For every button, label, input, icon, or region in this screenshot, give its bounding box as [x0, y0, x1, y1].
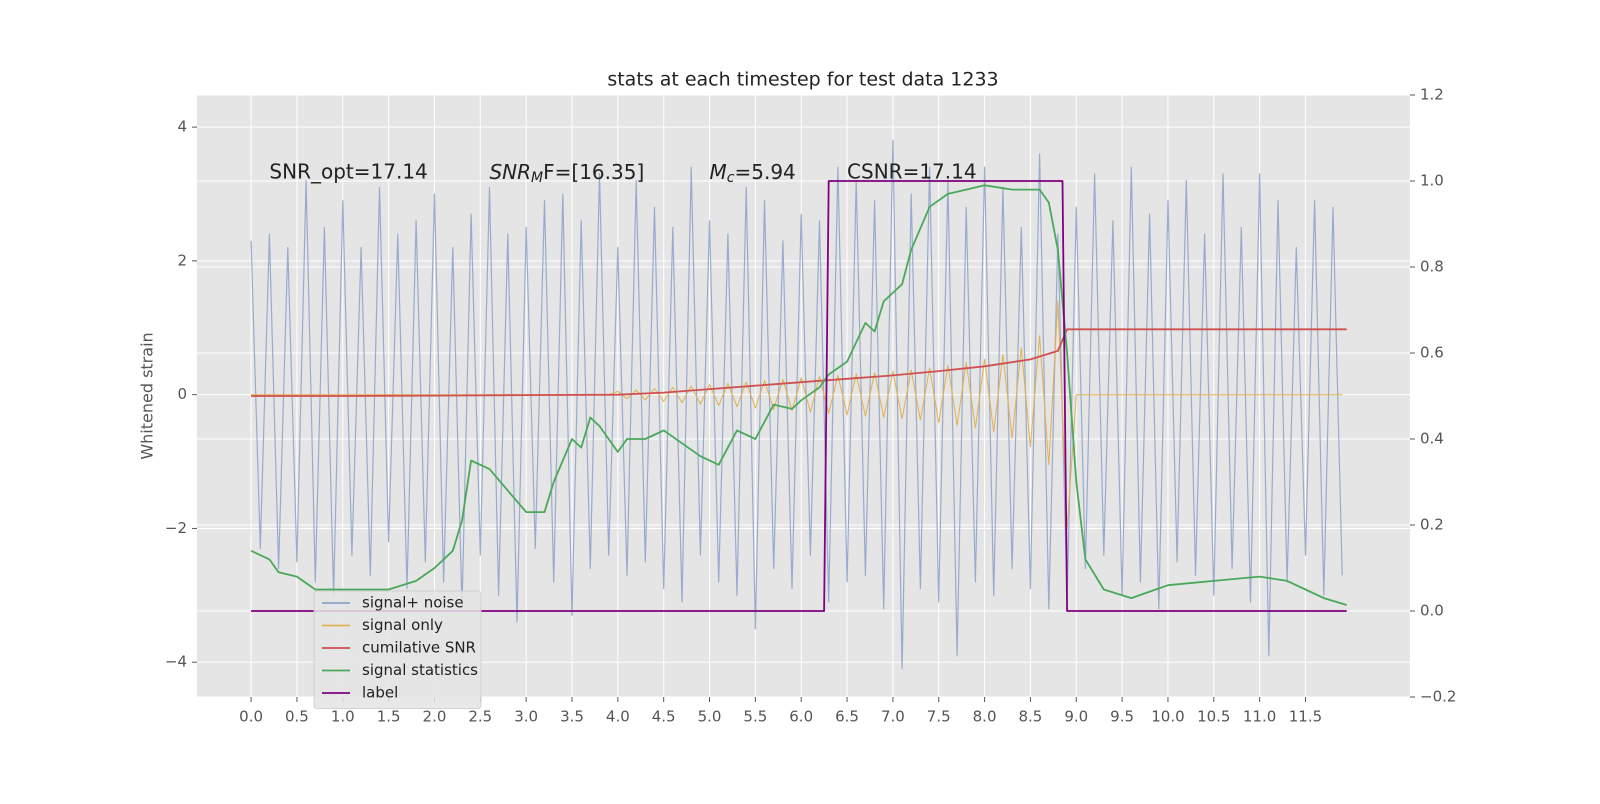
y2-tick-label: 1.0 [1420, 172, 1444, 190]
y2-tick-label: 0.2 [1420, 516, 1444, 534]
x-tick-label: 3.5 [560, 708, 584, 726]
y-tick-label: 0 [177, 385, 187, 403]
y2-tick-label: 0.6 [1420, 344, 1444, 362]
annotation: SNRMF=[16.35] [489, 160, 644, 187]
x-tick-label: 0.0 [239, 708, 263, 726]
annotation-rest: F=[16.35] [543, 160, 644, 184]
y2-tick-label: −0.2 [1420, 688, 1456, 706]
marks [250, 139, 1347, 670]
y-axis-label: Whitened strain [138, 332, 157, 459]
x-tick-label: 10.5 [1197, 708, 1230, 726]
legend-label: signal only [362, 616, 443, 634]
y-tick-label: −4 [165, 653, 187, 671]
chart-title: stats at each timestep for test data 123… [607, 69, 998, 91]
x-tick-label: 11.0 [1243, 708, 1276, 726]
x-tick-label: 7.5 [927, 708, 951, 726]
x-tick-label: 6.0 [789, 708, 813, 726]
x-tick-label: 8.5 [1018, 708, 1042, 726]
x-tick-label: 10.0 [1151, 708, 1184, 726]
x-tick-label: 5.0 [698, 708, 722, 726]
x-tick-label: 6.5 [835, 708, 859, 726]
x-tick-label: 0.5 [285, 708, 309, 726]
x-tick-label: 9.0 [1064, 708, 1088, 726]
y-tick-label: 4 [177, 118, 187, 136]
x-tick-label: 4.0 [606, 708, 630, 726]
annotation-main: SNR [489, 160, 531, 184]
y2-tick-label: 0.4 [1420, 430, 1444, 448]
axes: 0.0 0.5 1.0 1.5 2.0 2.5 3.0 3.5 4.0 4.5 5.0 5.5 6.0 6… [165, 86, 1457, 726]
annotation-sub: M [531, 170, 543, 186]
annotation: SNR_opt=17.14 [269, 160, 427, 184]
legend-label: signal statistics [362, 661, 478, 679]
x-tick-label: 7.0 [881, 708, 905, 726]
y-tick-label: −2 [165, 519, 187, 537]
annotation-sub: c [727, 170, 735, 186]
y-tick-label: 2 [177, 251, 187, 269]
series-line [250, 184, 1347, 606]
x-tick-label: 2.5 [468, 708, 492, 726]
annotation-main: M [710, 160, 727, 184]
series-line [250, 139, 1343, 670]
annotation-rest: =5.94 [734, 160, 795, 184]
series-line [251, 300, 1343, 529]
x-tick-label: 5.5 [743, 708, 767, 726]
y2-tick-label: 1.2 [1420, 86, 1444, 104]
x-tick-label: 11.5 [1289, 708, 1322, 726]
x-tick-label: 8.0 [973, 708, 997, 726]
annotation: CSNR=17.14 [847, 160, 977, 184]
legend-label: cumilative SNR [362, 639, 476, 657]
legend-label: signal+ noise [362, 594, 464, 612]
x-tick-label: 1.5 [377, 708, 401, 726]
x-tick-label: 4.5 [652, 708, 676, 726]
x-tick-label: 9.5 [1110, 708, 1134, 726]
grid [197, 94, 1410, 698]
series-line [251, 180, 1347, 612]
y2-tick-label: 0.0 [1420, 602, 1444, 620]
y2-tick-label: 0.8 [1420, 258, 1444, 276]
legend-label: label [362, 684, 398, 702]
x-tick-label: 1.0 [331, 708, 355, 726]
x-tick-label: 3.0 [514, 708, 538, 726]
series-line [251, 328, 1347, 397]
x-tick-label: 2.0 [423, 708, 447, 726]
legend-box [313, 590, 482, 709]
annotation: Mc=5.94 [710, 160, 796, 187]
